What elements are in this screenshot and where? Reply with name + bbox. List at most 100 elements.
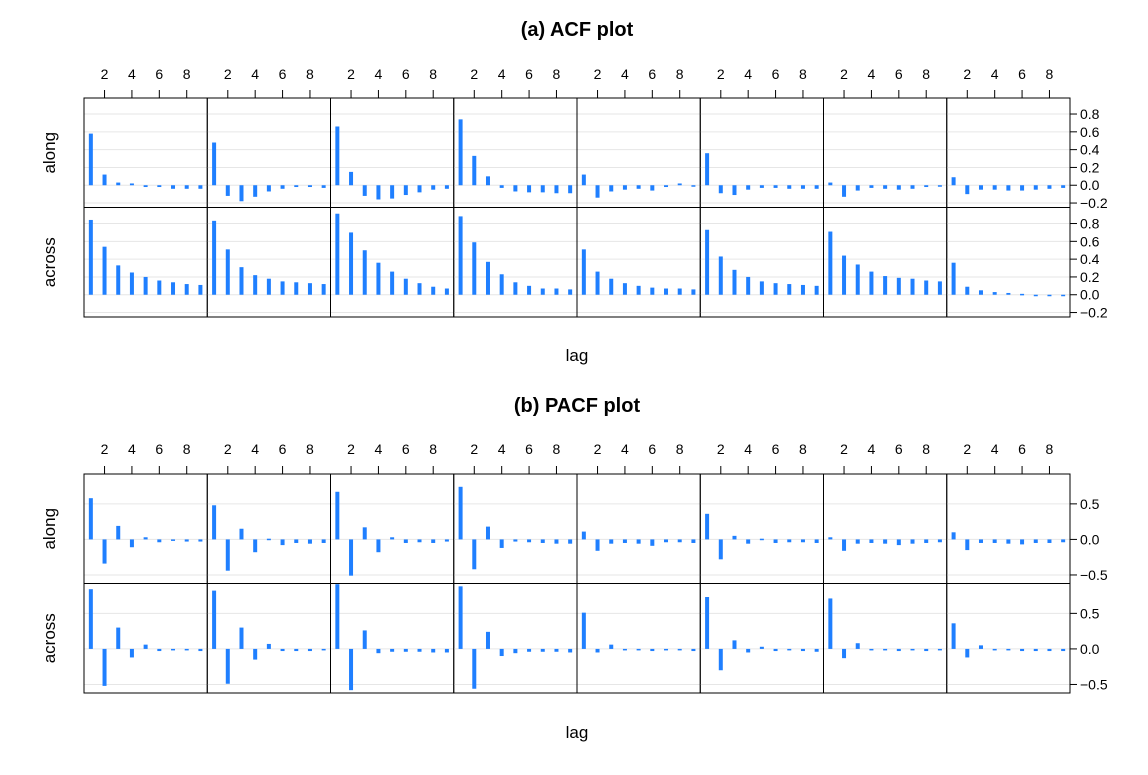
panel-across-2 <box>206 583 331 694</box>
chart-title: (b) PACF plot <box>514 395 641 417</box>
x-tick-label: 8 <box>676 66 684 82</box>
bar-lag-9 <box>198 539 203 542</box>
bar-lag-6 <box>650 185 655 191</box>
bar-lag-9 <box>937 281 942 295</box>
x-tick-label: 2 <box>224 441 232 457</box>
bar-lag-1 <box>335 126 340 186</box>
bar-lag-4 <box>992 185 997 190</box>
bar-lag-3 <box>609 278 614 295</box>
bar-lag-2 <box>102 174 107 186</box>
bar-lag-9 <box>1061 185 1066 188</box>
bar-lag-4 <box>499 274 504 295</box>
panel-across-4 <box>453 207 578 318</box>
bar-lag-1 <box>88 589 93 649</box>
panel-frame <box>823 473 948 584</box>
bar-lag-7 <box>787 648 792 651</box>
bar-lag-4 <box>253 185 258 197</box>
bar-lag-9 <box>937 539 942 543</box>
bar-lag-2 <box>349 648 354 691</box>
panel-frame <box>576 473 701 584</box>
bar-lag-1 <box>581 612 586 649</box>
bar-lag-8 <box>1047 185 1052 189</box>
bar-lag-2 <box>472 648 477 689</box>
strip-label-across: across <box>40 613 59 663</box>
x-tick-label: 2 <box>594 66 602 82</box>
bar-lag-8 <box>307 283 312 295</box>
bar-lag-8 <box>677 183 682 186</box>
bar-lag-7 <box>540 185 545 193</box>
bar-lag-4 <box>253 275 258 295</box>
bar-lag-6 <box>403 185 408 196</box>
bar-lag-5 <box>513 282 518 295</box>
panel-across-3 <box>330 207 455 318</box>
x-tick-label: 6 <box>402 441 410 457</box>
bar-lag-4 <box>746 648 751 653</box>
bar-lag-1 <box>581 531 586 540</box>
panel-across-6 <box>699 583 824 694</box>
bar-lag-9 <box>937 648 942 651</box>
bar-lag-2 <box>349 171 354 186</box>
bar-lag-4 <box>253 539 258 553</box>
chart-acf: (a) ACF plot 2 4 6 8 2 4 6 8 2 4 6 8 2 4 6 8 2 4 6 8 2 4 6 8 2 4 6 8… <box>40 19 1108 365</box>
panel-along-5 <box>576 97 701 208</box>
bar-lag-3 <box>485 176 490 186</box>
y-tick-label: 0.4 <box>1080 251 1100 267</box>
bar-lag-7 <box>540 288 545 295</box>
panel-frame <box>330 473 455 584</box>
bar-lag-7 <box>540 539 545 543</box>
x-tick-label: 8 <box>922 441 930 457</box>
x-tick-label: 4 <box>251 66 259 82</box>
bar-lag-2 <box>965 286 970 295</box>
bar-lag-7 <box>664 648 669 651</box>
panel-frame <box>206 583 331 694</box>
bar-lag-4 <box>129 539 134 548</box>
x-tick-label: 6 <box>1018 66 1026 82</box>
bar-lag-5 <box>1006 185 1011 191</box>
bar-lag-7 <box>787 284 792 295</box>
x-tick-label: 4 <box>251 441 259 457</box>
bar-lag-7 <box>910 648 915 651</box>
bar-lag-4 <box>253 648 258 660</box>
bar-lag-5 <box>759 646 764 649</box>
y-tick-label: 0.0 <box>1080 531 1100 547</box>
bar-lag-2 <box>595 648 600 653</box>
bar-lag-4 <box>376 185 381 200</box>
x-tick-label: 2 <box>717 66 725 82</box>
bar-lag-3 <box>978 185 983 190</box>
panel-across-3 <box>330 583 455 694</box>
panel-frame <box>823 583 948 694</box>
bar-lag-5 <box>883 185 888 189</box>
bar-lag-8 <box>307 648 312 652</box>
bar-lag-7 <box>171 539 176 541</box>
bar-lag-6 <box>650 648 655 652</box>
bar-lag-1 <box>335 491 340 540</box>
x-tick-label: 4 <box>375 441 383 457</box>
bar-lag-6 <box>527 539 532 543</box>
bar-lag-8 <box>1047 648 1052 652</box>
bar-lag-2 <box>472 155 477 186</box>
bar-lag-5 <box>390 185 395 199</box>
bar-lag-8 <box>924 280 929 295</box>
bar-lag-8 <box>184 648 189 651</box>
bar-lag-3 <box>609 539 614 544</box>
x-tick-label: 2 <box>101 66 109 82</box>
bar-lag-4 <box>499 539 504 548</box>
bar-lag-3 <box>116 627 121 649</box>
y-tick-label: 0.5 <box>1080 496 1100 512</box>
bar-lag-3 <box>362 250 367 295</box>
y-tick-label: 0.8 <box>1080 106 1100 122</box>
x-tick-label: 4 <box>868 441 876 457</box>
bar-lag-1 <box>335 213 340 295</box>
bar-lag-4 <box>622 539 627 543</box>
bar-lag-5 <box>513 539 518 542</box>
panel-frame <box>330 583 455 694</box>
bar-lag-3 <box>116 182 121 186</box>
panel-frame <box>453 583 578 694</box>
bar-lag-1 <box>828 598 833 649</box>
bar-lag-7 <box>910 539 915 544</box>
bar-lag-4 <box>992 292 997 295</box>
bar-lag-9 <box>321 284 326 295</box>
bar-lag-8 <box>677 539 682 543</box>
bar-lag-6 <box>1020 539 1025 545</box>
bar-lag-6 <box>280 539 285 546</box>
